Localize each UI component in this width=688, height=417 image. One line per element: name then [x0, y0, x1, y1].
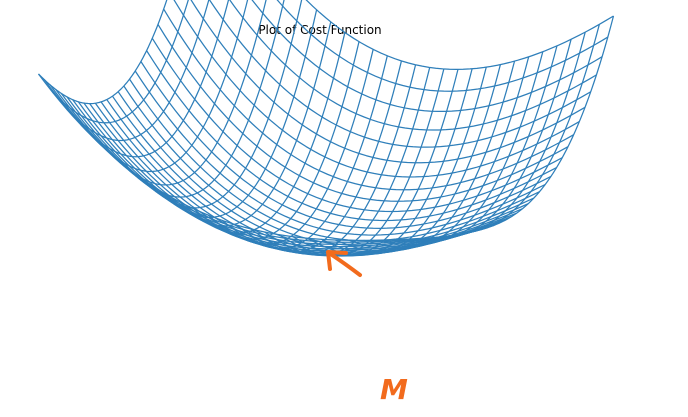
- wire-line-x-26: [229, 0, 597, 131]
- wire-line-x-12: [106, 99, 518, 255]
- wire-line-x-15: [123, 85, 535, 247]
- wire-line-x-29: [305, 0, 614, 71]
- wire-line-y-29: [448, 15, 615, 238]
- wire-line-y-17: [278, 68, 445, 257]
- wire-line-y-25: [391, 45, 558, 243]
- wire-line-y-24: [377, 51, 544, 246]
- wire-line-y-12: [207, 49, 374, 245]
- chart-title: Plot of Cost Function: [258, 23, 382, 37]
- wire-line-y-19: [306, 68, 473, 256]
- wire-line-y-5: [108, 0, 267, 186]
- wire-line-x-19: [146, 50, 557, 222]
- annotation-arrow-shaft: [330, 253, 362, 277]
- wire-line-x-18: [140, 61, 552, 229]
- wire-line-y-0: [38, 0, 168, 105]
- wireframe-surface: [38, 0, 615, 257]
- annotation-arrow-head: [326, 250, 348, 271]
- wire-line-x-28: [276, 0, 609, 92]
- wire-line-x-16: [129, 78, 540, 242]
- wire-line-x-3: [55, 88, 466, 248]
- annotation-label: M: [380, 373, 409, 406]
- wire-line-y-23: [363, 56, 530, 249]
- wire-line-y-18: [292, 69, 459, 257]
- wire-line-y-27: [420, 31, 586, 240]
- wire-line-y-3: [80, 0, 230, 158]
- wire-line-y-21: [335, 64, 502, 253]
- wire-line-x-22: [163, 8, 574, 191]
- wire-line-x-0: [38, 73, 449, 242]
- wire-line-y-9: [165, 21, 332, 227]
- wire-line-y-10: [179, 32, 346, 234]
- wire-line-y-8: [151, 9, 318, 219]
- wire-line-x-24: [190, 0, 586, 164]
- wire-line-y-26: [406, 39, 572, 241]
- wire-line-y-15: [250, 64, 417, 255]
- wire-line-x-17: [134, 70, 546, 236]
- wire-line-y-13: [221, 55, 388, 250]
- wire-line-x-14: [117, 91, 529, 250]
- wire-line-x-23: [173, 0, 580, 178]
- wire-line-x-21: [157, 24, 569, 202]
- wire-line-x-25: [208, 0, 592, 148]
- wire-line-y-11: [193, 41, 360, 240]
- wire-line-y-20: [321, 66, 487, 255]
- wire-line-x-27: [251, 0, 603, 113]
- wire-line-x-20: [151, 37, 563, 213]
- wire-line-y-16: [264, 67, 431, 256]
- annotation-arrow: [326, 250, 362, 277]
